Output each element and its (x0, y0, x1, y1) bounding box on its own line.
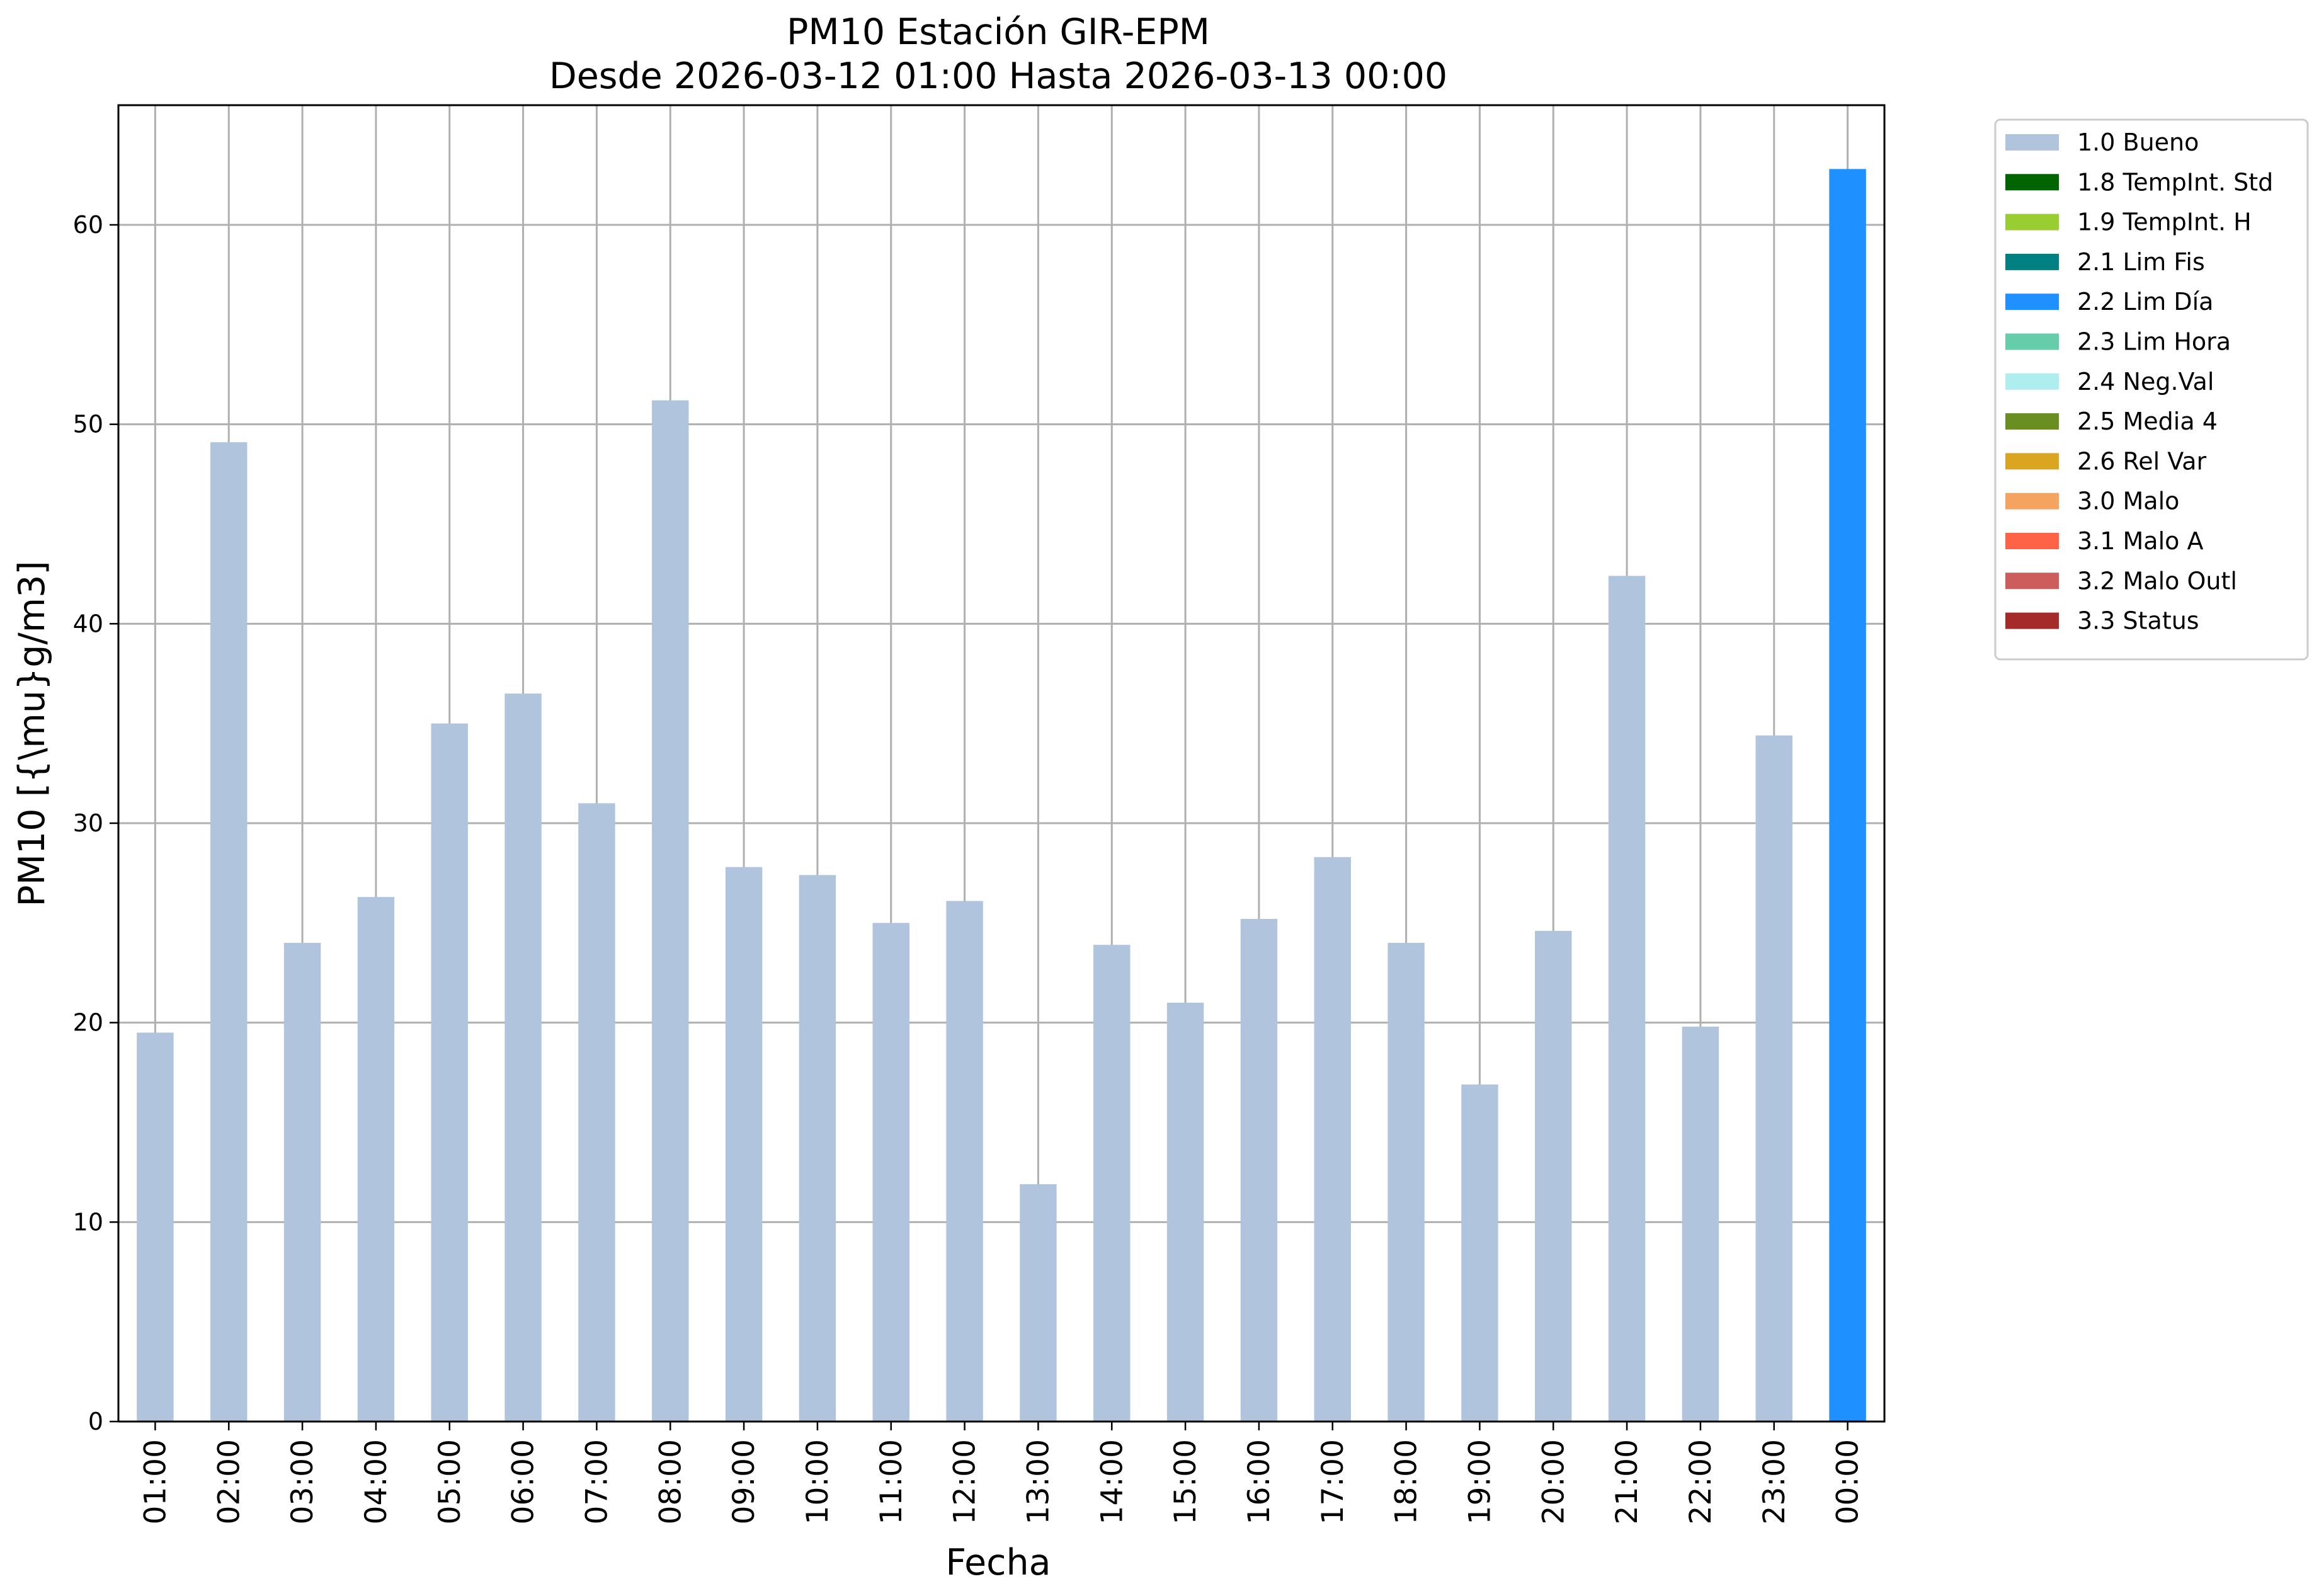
chart-subtitle: Desde 2026-03-12 01:00 Hasta 2026-03-13 … (549, 55, 1447, 97)
legend-swatch (2005, 493, 2059, 510)
x-axis-label: Fecha (945, 1542, 1051, 1583)
x-tick-label: 08:00 (653, 1439, 688, 1524)
y-tick-label: 60 (73, 211, 103, 239)
x-tick-label: 13:00 (1021, 1439, 1056, 1524)
legend-swatch (2005, 612, 2059, 629)
y-tick-label: 40 (73, 610, 103, 637)
y-tick-label: 50 (73, 411, 103, 438)
x-tick-label: 02:00 (212, 1439, 246, 1524)
bar-2000 (1535, 931, 1572, 1422)
legend-label: 2.6 Rel Var (2077, 447, 2207, 475)
bar-0000 (1829, 169, 1866, 1422)
bar-0900 (725, 867, 763, 1422)
x-tick-label: 10:00 (801, 1439, 835, 1524)
bar-2100 (1608, 576, 1646, 1422)
legend-label: 3.3 Status (2077, 607, 2199, 635)
x-tick-label: 07:00 (579, 1439, 614, 1524)
bar-1100 (872, 923, 909, 1422)
legend-label: 3.2 Malo Outl (2077, 567, 2237, 595)
y-tick-label: 30 (73, 809, 103, 837)
bar-1700 (1314, 857, 1351, 1422)
x-tick-label: 11:00 (874, 1439, 909, 1524)
bar-0500 (431, 723, 468, 1422)
bar-1800 (1387, 943, 1425, 1422)
bar-0600 (504, 693, 542, 1422)
x-tick-label: 03:00 (285, 1439, 320, 1524)
x-tick-label: 21:00 (1610, 1439, 1644, 1524)
bar-2300 (1755, 735, 1792, 1422)
x-tick-label: 15:00 (1168, 1439, 1203, 1524)
x-tick-label: 22:00 (1684, 1439, 1718, 1524)
legend-label: 1.8 TempInt. Std (2077, 168, 2273, 196)
bar-1900 (1461, 1084, 1498, 1422)
x-tick-label: 12:00 (948, 1439, 983, 1524)
legend-swatch (2005, 413, 2059, 430)
bar-1300 (1020, 1184, 1057, 1422)
bar-1400 (1093, 945, 1131, 1422)
x-tick-label: 23:00 (1757, 1439, 1792, 1524)
legend-label: 1.0 Bueno (2077, 128, 2199, 156)
bar-0100 (137, 1032, 174, 1422)
legend-swatch (2005, 174, 2059, 191)
legend-label: 2.5 Media 4 (2077, 408, 2218, 435)
x-tick-label: 04:00 (359, 1439, 394, 1524)
bars (137, 169, 1866, 1422)
legend-swatch (2005, 253, 2059, 270)
bar-0200 (210, 442, 248, 1422)
legend-swatch (2005, 294, 2059, 311)
bar-0800 (652, 400, 689, 1422)
x-tick-label: 20:00 (1536, 1439, 1571, 1524)
legend-swatch (2005, 533, 2059, 549)
bar-0700 (578, 803, 615, 1422)
bar-2200 (1682, 1027, 1719, 1422)
x-tick-label: 00:00 (1831, 1439, 1866, 1524)
legend-swatch (2005, 453, 2059, 470)
bar-1000 (799, 875, 836, 1422)
bar-1200 (946, 901, 983, 1422)
bar-0400 (357, 897, 395, 1422)
legend-swatch (2005, 134, 2059, 151)
x-tick-label: 18:00 (1389, 1439, 1424, 1524)
x-tick-label: 05:00 (433, 1439, 467, 1524)
legend: 1.0 Bueno 1.8 TempInt. Std 1.9 TempInt. H 2… (1994, 118, 2309, 661)
legend-label: 2.2 Lim Día (2077, 288, 2213, 316)
x-tick-label: 16:00 (1242, 1439, 1277, 1524)
legend-label: 3.1 Malo A (2077, 527, 2203, 555)
y-tick-label: 0 (88, 1408, 103, 1435)
legend-swatch (2005, 333, 2059, 350)
y-tick-label: 20 (73, 1009, 103, 1037)
x-tick-label: 06:00 (506, 1439, 541, 1524)
x-tick-label: 09:00 (727, 1439, 761, 1524)
legend-label: 2.1 Lim Fis (2077, 248, 2205, 276)
legend-label: 3.0 Malo (2077, 487, 2179, 515)
legend-swatch (2005, 573, 2059, 590)
x-tick-label: 17:00 (1316, 1439, 1350, 1524)
y-axis-label: PM10 [{\mu}g/m3] (11, 561, 53, 906)
x-tick-label: 14:00 (1095, 1439, 1129, 1524)
legend-label: 2.4 Neg.Val (2077, 368, 2214, 396)
x-tick-label: 19:00 (1462, 1439, 1497, 1524)
plot-frame (117, 104, 1886, 1423)
legend-box (1994, 118, 2309, 661)
legend-swatch (2005, 214, 2059, 231)
x-axis: 01:00 02:00 03:00 04:00 05:00 06:00 07:00 08:00… (138, 1422, 1866, 1524)
legend-swatch (2005, 373, 2059, 390)
legend-label: 1.9 TempInt. H (2077, 208, 2252, 236)
bar-1600 (1240, 919, 1278, 1422)
x-tick-label: 01:00 (138, 1439, 173, 1524)
bar-1500 (1166, 1003, 1204, 1422)
legend-label: 2.3 Lim Hora (2077, 328, 2231, 356)
y-tick-label: 10 (73, 1208, 103, 1236)
chart-title: PM10 Estación GIR-EPM (787, 11, 1210, 53)
bar-0300 (283, 943, 321, 1422)
y-axis: 0 10 20 30 40 50 60 (73, 211, 118, 1435)
